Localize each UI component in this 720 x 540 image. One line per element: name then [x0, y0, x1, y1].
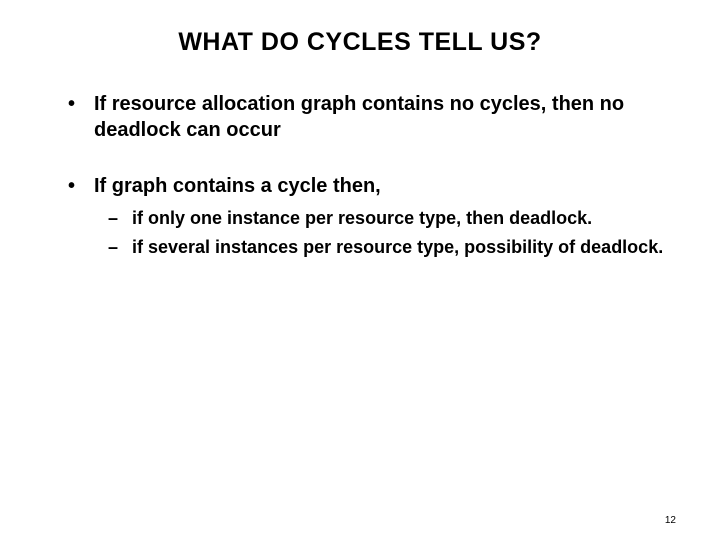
- bullet-item: • If graph contains a cycle then,: [50, 173, 670, 199]
- dash-marker: –: [108, 236, 132, 259]
- bullet-marker: •: [68, 91, 94, 143]
- bullet-item: • If resource allocation graph contains …: [50, 91, 670, 143]
- bullet-marker: •: [68, 173, 94, 199]
- sub-bullet-item: – if several instances per resource type…: [50, 236, 670, 259]
- bullet-group: • If graph contains a cycle then, – if o…: [50, 173, 670, 260]
- dash-marker: –: [108, 207, 132, 230]
- sub-bullet-item: – if only one instance per resource type…: [50, 207, 670, 230]
- sub-bullet-text: if only one instance per resource type, …: [132, 207, 670, 230]
- bullet-text: If graph contains a cycle then,: [94, 173, 670, 199]
- slide: WHAT DO CYCLES TELL US? • If resource al…: [0, 0, 720, 540]
- sub-bullet-text: if several instances per resource type, …: [132, 236, 670, 259]
- page-number: 12: [665, 515, 676, 526]
- slide-title: WHAT DO CYCLES TELL US?: [50, 28, 670, 57]
- bullet-text: If resource allocation graph contains no…: [94, 91, 670, 143]
